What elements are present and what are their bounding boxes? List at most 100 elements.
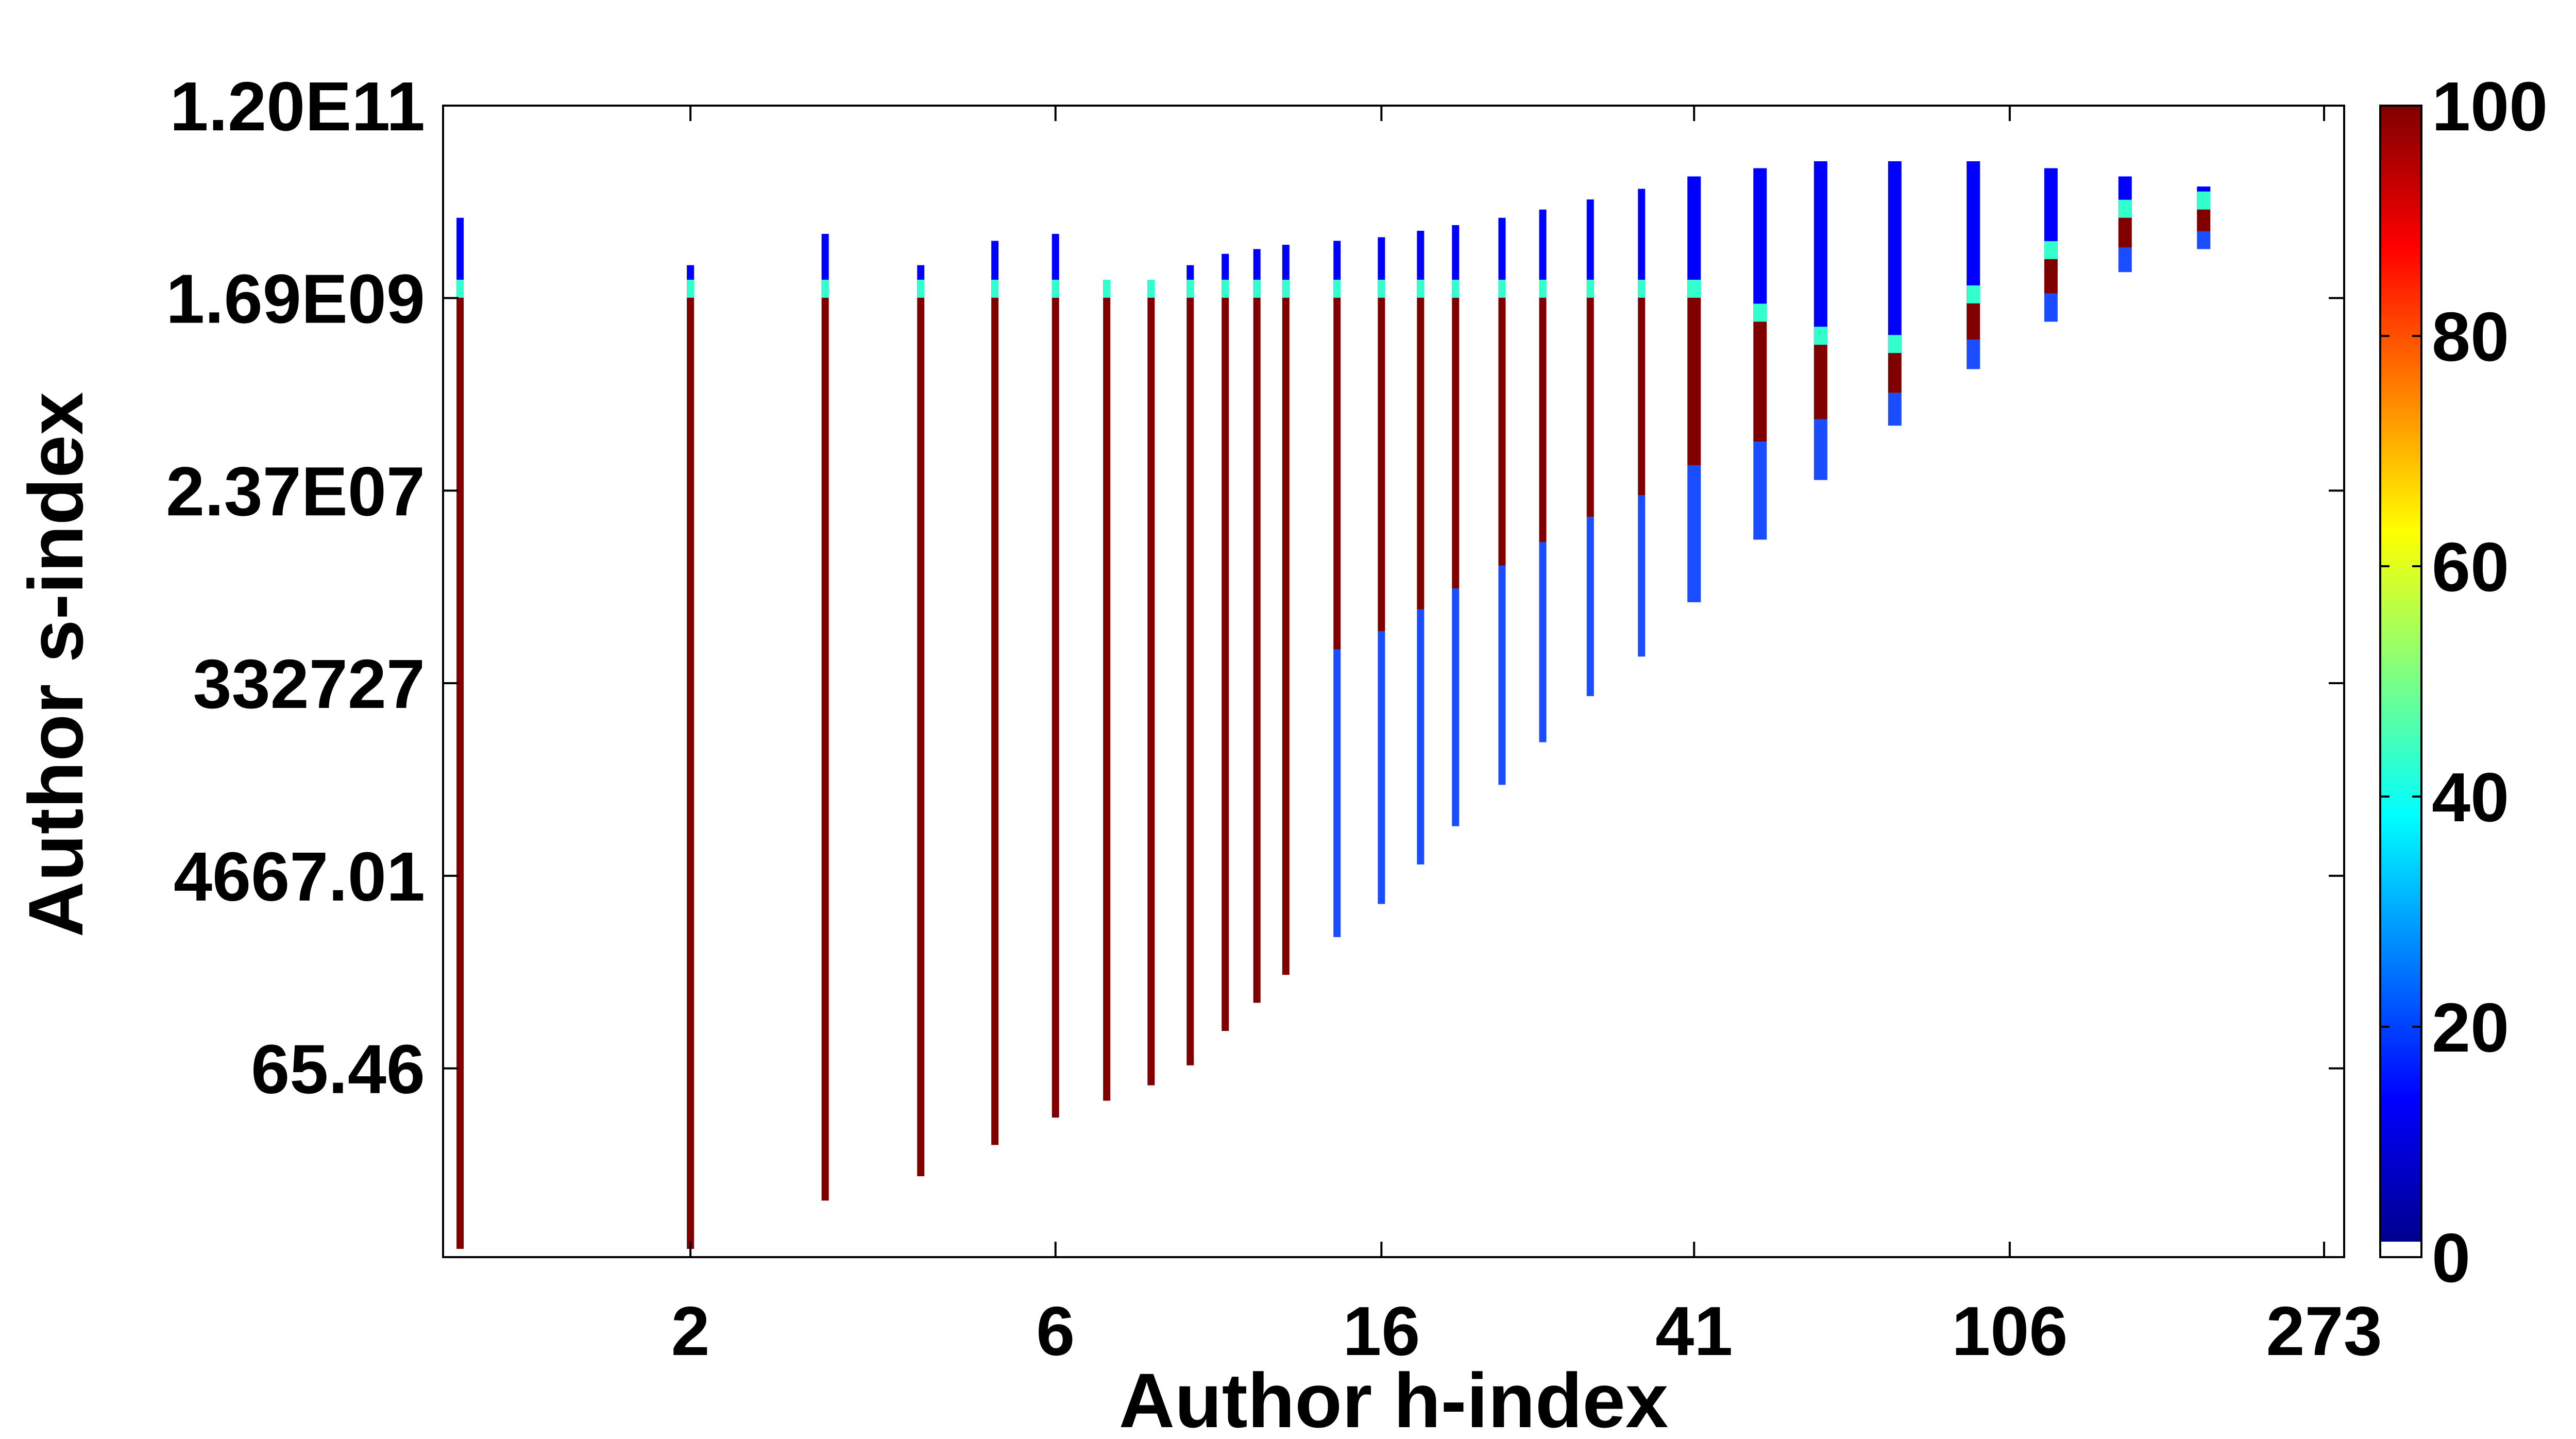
colorbar-tick-label: 60 [2432, 528, 2509, 606]
heatmap-cell-mid [1586, 279, 1594, 298]
x-tick-label: 106 [1952, 1292, 2067, 1370]
heatmap-cell-tail [1498, 565, 1506, 785]
heatmap-cell-dense [1333, 297, 1341, 650]
colorbar-tick-label: 80 [2432, 298, 2509, 376]
heatmap-cell-dense [1452, 297, 1460, 589]
heatmap-cell-dense [2044, 259, 2058, 294]
heatmap-cell-mid [1498, 279, 1506, 298]
heatmap-cell-mid [1687, 279, 1701, 298]
plot-frame [442, 105, 2345, 1258]
heatmap-cell-dense [1052, 297, 1059, 1118]
heatmap-cell-dense [1253, 297, 1261, 1003]
heatmap-column [1888, 161, 1902, 426]
axes-layer [442, 105, 2345, 1258]
heatmap-column [917, 265, 925, 1177]
heatmap-cell-mid [991, 279, 999, 298]
heatmap-cell-mid [1417, 279, 1425, 298]
heatmap-cell-dense [821, 297, 829, 1201]
y-axis-title: Author s-index [12, 392, 99, 937]
heatmap-cell-tail [1452, 588, 1460, 826]
x-tick-label: 273 [2266, 1292, 2382, 1370]
heatmap-cell-dense [1103, 297, 1111, 1101]
heatmap-column [1417, 230, 1425, 865]
y-tick-label: 65.46 [251, 1030, 425, 1108]
x-tick-label: 16 [1343, 1292, 1420, 1370]
heatmap-column [1967, 161, 1980, 369]
colorbar-tick-label: 100 [2432, 67, 2548, 145]
heatmap-cell-mid [2118, 199, 2132, 218]
heatmap-cell-dense [1888, 353, 1902, 393]
heatmap-column [1333, 241, 1341, 937]
heatmap-cell-mid [1378, 279, 1385, 298]
heatmap-cell-mid [2197, 191, 2211, 210]
heatmap-column [456, 217, 464, 1249]
heatmap-cell-tail [1539, 542, 1547, 742]
plot-area [456, 161, 2211, 1249]
y-tick-label: 1.20E11 [170, 67, 425, 145]
heatmap-column [1814, 161, 1827, 480]
heatmap-column [1687, 176, 1701, 602]
heatmap-cell-dense [1638, 297, 1646, 495]
heatmap-cell-dense [2197, 209, 2211, 231]
heatmap-cell-mid [1814, 327, 1827, 345]
heatmap-cell-dense [1417, 297, 1425, 610]
colorbar-tick-label: 0 [2432, 1219, 2470, 1297]
heatmap-cell-mid [1539, 279, 1547, 298]
heatmap-cell-tail [1378, 631, 1385, 904]
heatmap-column [1498, 217, 1506, 785]
heatmap-cell-sparse [1687, 176, 1701, 298]
heatmap-cell-mid [821, 279, 829, 298]
heatmap-cell-sparse [1638, 189, 1646, 298]
heatmap-column [2044, 168, 2058, 322]
heatmap-cell-tail [1814, 419, 1827, 480]
heatmap-cell-dense [1967, 303, 1980, 340]
heatmap-cell-mid [1187, 279, 1194, 298]
heatmap-column [1187, 265, 1194, 1065]
heatmap-cell-mid [1282, 279, 1290, 298]
heatmap-column [687, 265, 694, 1249]
heatmap-cell-mid [687, 279, 694, 298]
heatmap-cell-sparse [1498, 217, 1506, 298]
heatmap-cell-dense [687, 297, 694, 1249]
heatmap-cell-sparse [1753, 168, 1767, 322]
heatmap-cell-dense [991, 297, 999, 1145]
x-tick-labels: 2 6 16 41 106 273 [671, 1292, 2382, 1370]
heatmap-cell-tail [2044, 293, 2058, 322]
y-tick-label: 4667.01 [174, 838, 425, 916]
heatmap-cell-tail [2118, 247, 2132, 273]
heatmap-cell-sparse [1539, 209, 1547, 298]
heatmap-cell-mid [2044, 241, 2058, 259]
heatmap-cell-mid [1147, 279, 1155, 298]
heatmap-cell-mid [1103, 279, 1111, 298]
heatmap-column [1452, 225, 1460, 826]
heatmap-column [1378, 237, 1385, 904]
heatmap-column [2197, 186, 2211, 249]
heatmap-cell-mid [1638, 279, 1646, 298]
heatmap-column [1282, 245, 1290, 975]
heatmap-cell-sparse [456, 217, 464, 298]
heatmap-column [1253, 249, 1261, 1003]
heatmap-cell-tail [1417, 609, 1425, 865]
heatmap-cell-dense [2118, 217, 2132, 248]
heatmap-column [821, 233, 829, 1201]
heatmap-cell-mid [1452, 279, 1460, 298]
heatmap-cell-dense [456, 297, 464, 1249]
heatmap-column [1147, 279, 1155, 1086]
heatmap-cell-mid [1253, 279, 1261, 298]
heatmap-cell-sparse [1888, 161, 1902, 353]
heatmap-cell-dense [1814, 345, 1827, 419]
heatmap-column [1539, 209, 1547, 742]
heatmap-column [2118, 176, 2132, 273]
heatmap-cell-sparse [1814, 161, 1827, 345]
heatmap-cell-dense [1222, 297, 1229, 1031]
heatmap-cell-tail [1888, 393, 1902, 426]
heatmap-cell-mid [1222, 279, 1229, 298]
x-tick-label: 2 [671, 1292, 710, 1370]
colorbar-gradient [2380, 106, 2421, 1242]
heatmap-cell-mid [456, 279, 464, 298]
heatmap-column [1586, 199, 1594, 697]
y-tick-labels: 1.20E11 1.69E09 2.37E07 332727 4667.01 65.46 [166, 67, 425, 1108]
heatmap-cell-dense [1498, 297, 1506, 566]
